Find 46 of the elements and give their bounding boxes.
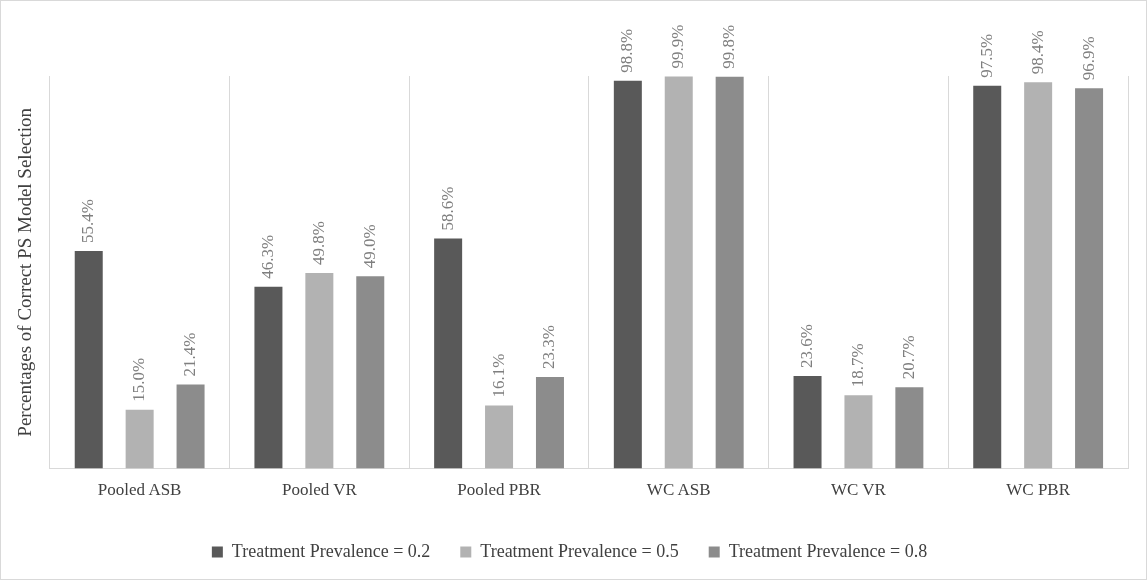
- data-label: 99.8%: [719, 24, 739, 69]
- bar: [74, 251, 103, 469]
- bar: [793, 375, 822, 469]
- x-tick-label: WC ASB: [646, 480, 711, 500]
- data-label: 23.6%: [797, 324, 816, 368]
- bar: [1075, 88, 1104, 469]
- data-label: 23.3%: [539, 325, 559, 370]
- x-tick-label: Pooled ASB: [97, 480, 182, 500]
- bar: [176, 384, 205, 469]
- bar: [305, 273, 334, 469]
- data-label: 98.4%: [1027, 30, 1047, 75]
- data-label: 96.9%: [1078, 36, 1098, 81]
- data-label: 49.0%: [359, 224, 379, 269]
- data-label: 20.7%: [898, 335, 918, 380]
- data-label: 99.9%: [668, 24, 688, 69]
- data-label: 49.8%: [308, 221, 328, 266]
- bar: [535, 377, 564, 469]
- x-tick-label: Pooled VR: [281, 480, 358, 500]
- data-label: 16.1%: [488, 353, 508, 398]
- legend-label: Treatment Prevalence = 0.2: [231, 540, 431, 561]
- bar: [434, 238, 463, 469]
- data-label: 55.4%: [78, 199, 98, 244]
- bar: [125, 409, 154, 469]
- data-label: 18.7%: [847, 343, 867, 388]
- bar: [485, 405, 514, 469]
- x-tick-label: Pooled PBR: [457, 480, 542, 500]
- bar: [973, 85, 1002, 469]
- legend-label: Treatment Prevalence = 0.5: [480, 540, 679, 561]
- bar: [1024, 82, 1053, 469]
- data-label: 15.0%: [129, 357, 149, 402]
- x-tick-label: WC PBR: [1006, 480, 1071, 500]
- data-label: 98.8%: [617, 28, 637, 73]
- bar: [895, 387, 924, 469]
- x-tick-label: WC VR: [830, 480, 887, 500]
- bar: [613, 80, 642, 469]
- data-label: 97.5%: [976, 33, 996, 78]
- data-label: 21.4%: [180, 332, 200, 377]
- data-label: 58.6%: [437, 186, 457, 231]
- legend-label: Treatment Prevalence = 0.8: [728, 540, 928, 561]
- bar: [356, 276, 385, 469]
- data-label: 46.3%: [257, 234, 277, 279]
- bar: [254, 286, 283, 469]
- bar: [844, 395, 873, 469]
- bar: [715, 76, 744, 469]
- y-axis-title: Percentages of Correct PS Model Selection: [14, 107, 36, 437]
- bar: [664, 76, 693, 469]
